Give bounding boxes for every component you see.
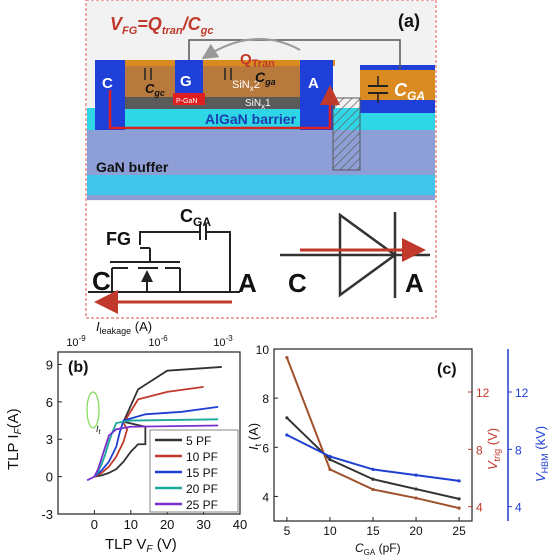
x-tick-label: 15 bbox=[366, 524, 380, 538]
x-tick-label: 30 bbox=[196, 517, 210, 532]
panel-c-point bbox=[414, 487, 418, 491]
pgan-layer bbox=[173, 93, 205, 105]
top-tick-label: 10-9 bbox=[66, 334, 86, 349]
panel-b-label: (b) bbox=[68, 359, 88, 376]
panel-c-point bbox=[457, 497, 461, 501]
top-axis-title: Ileakage (A) bbox=[96, 319, 152, 336]
panel-c-ylabel-right: VHBM (kV) bbox=[533, 426, 550, 482]
qtran-label: QTran bbox=[240, 51, 275, 70]
panel-c-point bbox=[285, 433, 289, 437]
y-tick-label: 9 bbox=[46, 357, 53, 372]
left-tick-label: 6 bbox=[262, 441, 269, 455]
x-tick-label: 20 bbox=[160, 517, 174, 532]
panel-c-point bbox=[457, 479, 461, 483]
panel-c-point bbox=[285, 416, 289, 420]
right-tick-label: 4 bbox=[515, 501, 522, 515]
cgc-label: Cgc bbox=[145, 81, 165, 98]
panel-c-point bbox=[371, 487, 375, 492]
panel-c-point bbox=[414, 473, 418, 477]
legend-entry: 15 PF bbox=[186, 466, 218, 480]
series-line-1 bbox=[94, 366, 222, 478]
formula: VFG=Qtran/Cgc bbox=[110, 14, 213, 37]
panel-b-chart: 0 10 20 30 40 -3 0 3 6 9 10-9 10-6 10-3 5 PF 10 PF 15 … bbox=[5, 319, 247, 555]
sinx2-label: SiNx2 bbox=[232, 79, 260, 93]
electrode-a: A bbox=[308, 75, 319, 92]
x-tick-label: 40 bbox=[233, 517, 247, 532]
panel-b-legend: 5 PF 10 PF 15 PF 20 PF 25 PF bbox=[149, 429, 239, 513]
mid-tick-label: 12 bbox=[476, 386, 490, 400]
pgan-label: P-GaN bbox=[176, 98, 197, 105]
panel-c-ylabel-left: It (A) bbox=[246, 423, 263, 450]
legend-entry: 10 PF bbox=[186, 450, 218, 464]
left-tick-label: 8 bbox=[262, 392, 269, 406]
x-tick-label: 10 bbox=[323, 524, 337, 538]
diode-a: A bbox=[405, 268, 424, 298]
cga-label: Cga bbox=[255, 69, 276, 87]
circuit-c: C bbox=[92, 266, 111, 296]
panel-c-point bbox=[328, 454, 332, 459]
circuit-cga: CGA bbox=[180, 206, 211, 229]
panel-a: VFG=Qtran/Cgc (a) QTran C G A Cgc SiNx2 … bbox=[85, 0, 437, 319]
panel-a-label: (a) bbox=[398, 11, 420, 31]
legend-entry: 20 PF bbox=[186, 482, 218, 496]
panel-c-point bbox=[328, 457, 332, 462]
series-line-3 bbox=[93, 405, 219, 478]
circuit-a: A bbox=[238, 268, 257, 298]
electrode-g: G bbox=[180, 73, 192, 90]
panel-b-xlabel: TLP VF (V) bbox=[105, 536, 177, 555]
panel-c-point bbox=[371, 467, 375, 471]
panel-c-point bbox=[414, 496, 418, 500]
panel-c-label: (c) bbox=[437, 361, 457, 378]
left-tick-label: 4 bbox=[262, 490, 269, 504]
mid-tick-label: 4 bbox=[476, 501, 483, 515]
x-tick-label: 10 bbox=[124, 517, 138, 532]
right-tick-label: 12 bbox=[515, 386, 529, 400]
panel-c-ylabel-mid: Vtrig (V) bbox=[485, 428, 502, 470]
x-tick-label: 25 bbox=[452, 524, 466, 538]
buffer-label: GaN buffer bbox=[96, 159, 169, 175]
top-tick-label: 10-6 bbox=[148, 334, 168, 349]
series-line-5 bbox=[86, 424, 219, 482]
circuit-fg: FG bbox=[106, 229, 131, 249]
electrode-c: C bbox=[102, 75, 113, 92]
right-tick-label: 8 bbox=[515, 443, 522, 457]
panel-b-ylabel: TLP IF(A) bbox=[5, 408, 24, 470]
mid-tick-label: 8 bbox=[476, 443, 483, 457]
panel-c-frame bbox=[273, 348, 473, 522]
series-line-2 bbox=[93, 386, 204, 478]
panel-c-point bbox=[371, 477, 375, 481]
x-tick-label: 0 bbox=[91, 517, 98, 532]
x-tick-label: 20 bbox=[409, 524, 423, 538]
panel-c-point bbox=[328, 467, 332, 471]
sinx1-label: SiNx1 bbox=[245, 98, 271, 111]
panel-c-xlabel: CGA (pF) bbox=[355, 541, 401, 557]
it-marker-label: It bbox=[96, 424, 102, 436]
panel-c-point bbox=[457, 506, 461, 510]
y-tick-label: -3 bbox=[41, 507, 53, 522]
legend-entry: 5 PF bbox=[186, 434, 211, 448]
cga-big-label: CGA bbox=[394, 80, 425, 103]
legend-entry: 25 PF bbox=[186, 498, 218, 512]
y-tick-label: 6 bbox=[46, 395, 53, 410]
top-tick-label: 10-3 bbox=[213, 334, 233, 349]
left-tick-label: 10 bbox=[256, 343, 270, 357]
x-tick-label: 5 bbox=[284, 524, 291, 538]
panel-c-chart: 5 10 15 20 25 4 6 8 10 4 8 12 4 8 12 (c) CGA (pF) It (… bbox=[246, 343, 550, 557]
y-tick-label: 0 bbox=[46, 470, 53, 485]
barrier-label: AlGaN barrier bbox=[205, 111, 297, 127]
y-tick-label: 3 bbox=[46, 432, 53, 447]
panel-c-point bbox=[285, 356, 289, 360]
series-line-4 bbox=[93, 418, 219, 478]
diode-c: C bbox=[288, 268, 307, 298]
